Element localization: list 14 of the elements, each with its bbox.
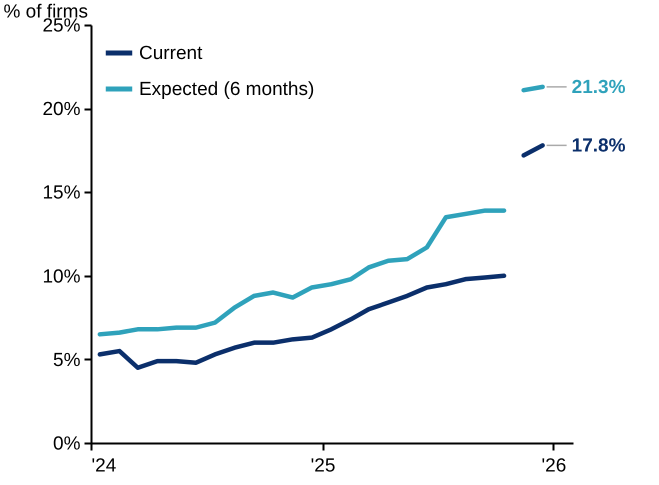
legend-label: Expected (6 months)	[139, 79, 314, 100]
legend-label: Current	[139, 43, 204, 64]
x-tick-label: '26	[542, 456, 566, 476]
y-tick-label: 5%	[53, 350, 81, 371]
line-series	[98, 208, 506, 337]
x-tick-label: '25	[310, 456, 336, 476]
data-label: 17.8%	[572, 135, 626, 156]
line-series	[98, 274, 506, 370]
data-label: 21.3%	[572, 76, 626, 98]
x-tick-label: '24	[92, 456, 117, 476]
y-tick-label: 20%	[42, 99, 81, 120]
y-tick-label: 15%	[42, 182, 81, 204]
y-tick-label: 0%	[53, 434, 81, 454]
y-tick-label: 10%	[42, 266, 81, 288]
